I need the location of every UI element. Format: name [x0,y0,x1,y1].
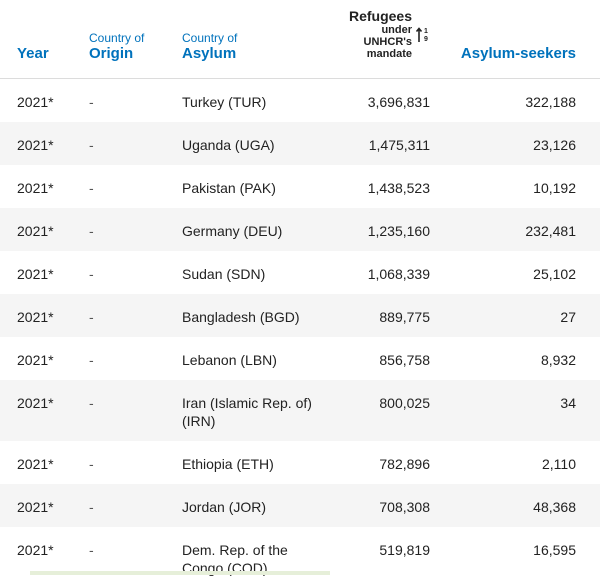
refugees-cell: 800,025 [379,395,430,411]
asylum-seekers-cell: 10,192 [533,180,576,196]
origin-cell: - [89,499,94,515]
refugees-cell: 3,696,831 [367,94,430,110]
asylum-cell: Germany (DEU) [182,223,283,239]
table-row: 2021* - Pakistan (PAK) 1,438,523 10,192 [0,165,600,208]
table-row: 2021* - Dem. Rep. of the Congo (COD) 519,81… [0,527,600,588]
origin-cell: - [89,223,94,239]
origin-cell: - [89,352,94,368]
year-cell: 2021* [17,180,54,196]
asylum-cell: Turkey (TUR) [182,94,267,110]
origin-cell: - [89,180,94,196]
asylum-cell: Ethiopia (ETH) [182,456,274,472]
asylum-header-small: Country of [182,31,238,45]
origin-cell: - [89,309,94,325]
table-body: 2021* - Turkey (TUR) 3,696,831 322,188 2021* -… [0,79,600,588]
asylum-cell: Pakistan (PAK) [182,180,276,196]
table-row: 2021* - Bangladesh (BGD) 889,775 27 [0,294,600,337]
table-row: 2021* - Uganda (UGA) 1,475,311 23,126 [0,122,600,165]
refugees-header-line4: mandate [366,48,412,60]
column-header-asylum-seekers[interactable]: Asylum-seekers [460,45,576,62]
table-row: 2021* - Jordan (JOR) 708,308 48,368 [0,484,600,527]
asylum-seekers-cell: 48,368 [533,499,576,515]
refugees-cell: 1,068,339 [367,266,430,282]
table-row: 2021* - Ethiopia (ETH) 782,896 2,110 [0,441,600,484]
scroll-indicator [30,571,330,575]
refugees-cell: 1,235,160 [367,223,430,239]
refugees-cell: 519,819 [379,542,430,558]
asylum-seekers-cell: 27 [560,309,576,325]
table-row: 2021* - Turkey (TUR) 3,696,831 322,188 [0,79,600,122]
asylum-cell: Uganda (UGA) [182,137,275,153]
refugees-cell: 708,308 [379,499,430,515]
column-header-year[interactable]: Year [17,45,49,62]
column-header-asylum[interactable]: Country of Asylum [182,30,237,62]
svg-text:9: 9 [424,36,428,43]
refugees-cell: 782,896 [379,456,430,472]
year-cell: 2021* [17,542,54,558]
year-cell: 2021* [17,266,54,282]
refugees-cell: 889,775 [379,309,430,325]
table-row: 2021* - Sudan (SDN) 1,068,339 25,102 [0,251,600,294]
asylum-seekers-cell: 8,932 [540,352,576,368]
table-row: 2021* - Germany (DEU) 1,235,160 232,481 [0,208,600,251]
year-cell: 2021* [17,309,54,325]
asylum-header-big: Asylum [182,45,237,62]
year-cell: 2021* [17,499,54,515]
year-cell: 2021* [17,352,54,368]
year-cell: 2021* [17,94,54,110]
svg-text:1: 1 [424,28,428,35]
year-cell: 2021* [17,137,54,153]
origin-cell: - [89,266,94,282]
asylum-cell: Lebanon (LBN) [182,352,277,368]
column-header-refugees[interactable]: Refugees under UNHCR's mandate 1 9 [330,8,430,60]
asylum-seekers-cell: 34 [560,395,576,411]
refugees-header-line2: under [381,24,412,36]
asylum-cell: Sudan (SDN) [182,266,266,282]
table-row: 2021* - Iran (Islamic Rep. of) (IRN) 800,02… [0,380,600,441]
asylum-seekers-cell: 2,110 [542,456,576,472]
asylum-seekers-cell: 16,595 [533,542,576,558]
table-header: Year Country of Origin Country of Asylum… [0,0,600,79]
refugees-header-line1: Refugees [348,8,412,24]
refugees-cell: 1,475,311 [368,137,430,153]
asylum-seekers-cell: 232,481 [525,223,576,239]
table-row: 2021* - Lebanon (LBN) 856,758 8,932 [0,337,600,380]
origin-cell: - [89,137,94,153]
year-cell: 2021* [17,223,54,239]
asylum-cell: Bangladesh (BGD) [182,309,300,325]
sort-desc-icon[interactable]: 1 9 [416,25,430,45]
origin-cell: - [89,94,94,110]
origin-cell: - [89,395,94,411]
refugees-cell: 1,438,523 [367,180,430,196]
year-cell: 2021* [17,456,54,472]
column-header-origin[interactable]: Country of Origin [89,30,144,62]
asylum-seekers-cell: 23,126 [533,137,576,153]
origin-header-small: Country of [89,31,145,45]
refugees-header-line3: UNHCR's [363,36,412,48]
asylum-seekers-cell: 25,102 [533,266,576,282]
origin-cell: - [89,456,94,472]
origin-header-big: Origin [89,45,134,62]
asylum-seekers-cell: 322,188 [525,94,576,110]
origin-cell: - [89,542,94,558]
asylum-cell: Iran (Islamic Rep. of) (IRN) [182,395,312,429]
refugees-cell: 856,758 [379,352,430,368]
asylum-cell: Jordan (JOR) [182,499,267,515]
year-cell: 2021* [17,395,54,411]
